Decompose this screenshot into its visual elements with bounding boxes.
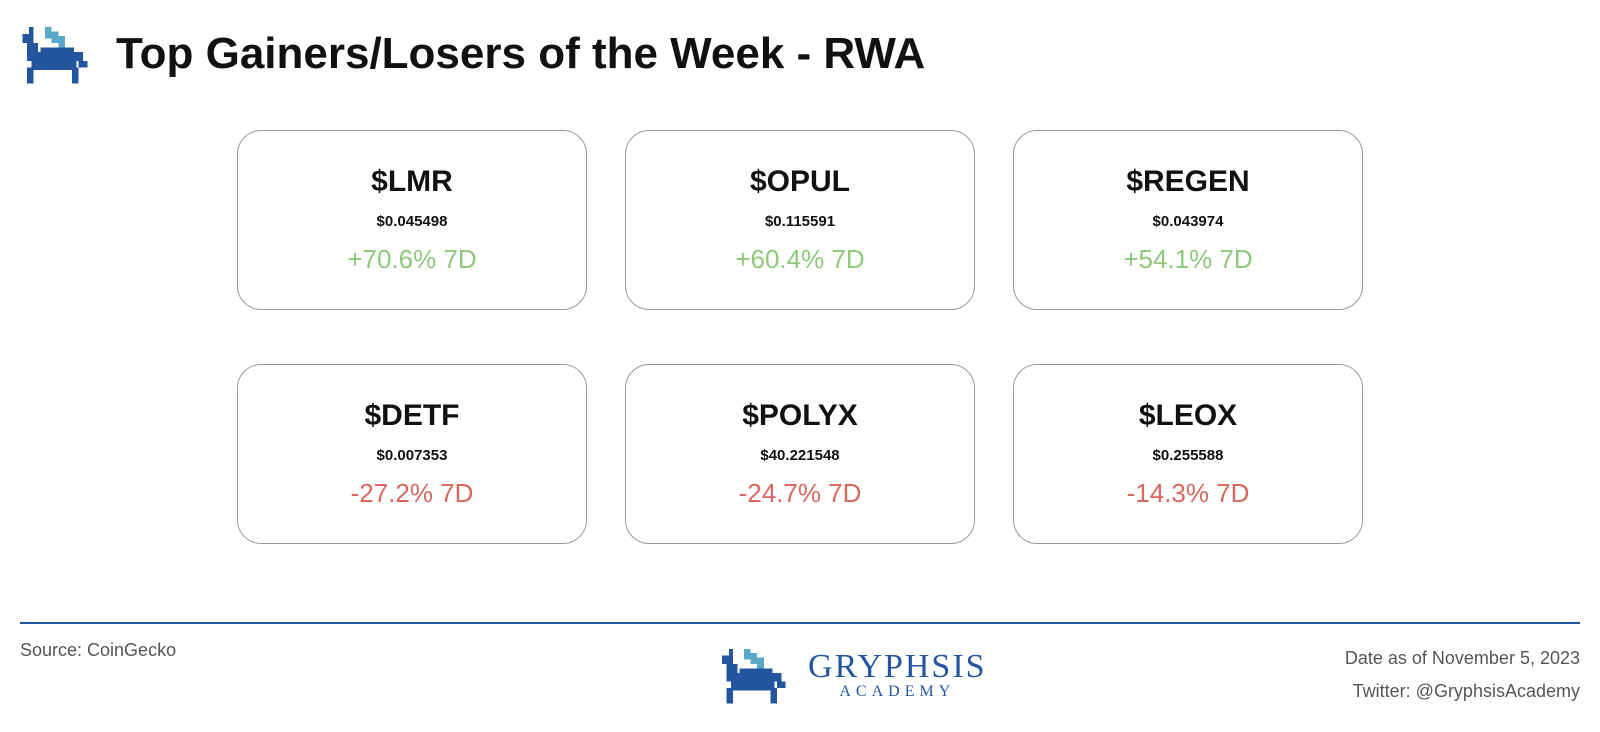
change-label: +54.1% 7D: [1123, 244, 1252, 275]
change-label: -14.3% 7D: [1127, 478, 1250, 509]
price-label: $40.221548: [760, 447, 839, 464]
source-label: Source: CoinGecko: [20, 640, 176, 661]
header: Top Gainers/Losers of the Week - RWA: [20, 18, 1580, 90]
gryphsis-logo-icon: [720, 640, 790, 710]
change-label: -24.7% 7D: [739, 478, 862, 509]
footer-divider: [20, 622, 1580, 624]
date-label: Date as of November 5, 2023: [1345, 648, 1580, 669]
change-label: -27.2% 7D: [351, 478, 474, 509]
gryphsis-logo-icon: [20, 18, 92, 90]
price-label: $0.043974: [1153, 213, 1224, 230]
twitter-label: Twitter: @GryphsisAcademy: [1353, 681, 1580, 702]
price-label: $0.045498: [377, 213, 448, 230]
price-label: $0.007353: [377, 447, 448, 464]
coin-card: $DETF $0.007353 -27.2% 7D: [237, 364, 587, 544]
brand-text: GRYPHSIS ACADEMY: [808, 649, 987, 701]
ticker-label: $POLYX: [742, 399, 858, 433]
change-label: +60.4% 7D: [735, 244, 864, 275]
footer-meta: Date as of November 5, 2023 Twitter: @Gr…: [1345, 648, 1580, 702]
page-title: Top Gainers/Losers of the Week - RWA: [116, 29, 925, 79]
price-label: $0.115591: [765, 213, 835, 230]
ticker-label: $LEOX: [1139, 399, 1237, 433]
change-label: +70.6% 7D: [347, 244, 476, 275]
ticker-label: $REGEN: [1126, 165, 1249, 199]
coin-card: $REGEN $0.043974 +54.1% 7D: [1013, 130, 1363, 310]
brand-name: GRYPHSIS: [808, 649, 987, 685]
footer: Source: CoinGecko: [20, 630, 1580, 720]
coin-card: $LEOX $0.255588 -14.3% 7D: [1013, 364, 1363, 544]
coin-card: $OPUL $0.115591 +60.4% 7D: [625, 130, 975, 310]
ticker-label: $LMR: [371, 165, 453, 199]
coin-card: $POLYX $40.221548 -24.7% 7D: [625, 364, 975, 544]
brand-subtitle: ACADEMY: [839, 684, 955, 701]
coin-card: $LMR $0.045498 +70.6% 7D: [237, 130, 587, 310]
price-label: $0.255588: [1153, 447, 1224, 464]
cards-grid: $LMR $0.045498 +70.6% 7D $OPUL $0.115591…: [20, 130, 1580, 544]
brand-block: GRYPHSIS ACADEMY: [720, 640, 987, 710]
ticker-label: $OPUL: [750, 165, 850, 199]
ticker-label: $DETF: [364, 399, 459, 433]
